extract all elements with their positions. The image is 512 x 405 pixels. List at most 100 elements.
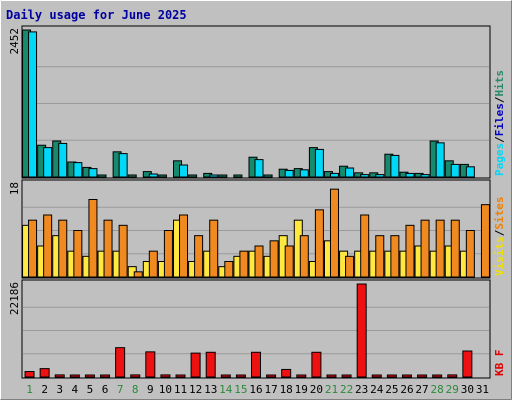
- bar-hits-day-10: [157, 174, 167, 178]
- x-tick-label-day-26: 26: [400, 383, 413, 396]
- x-tick-label-day-1: 1: [26, 383, 33, 396]
- bar-sites-day-2: [43, 214, 53, 278]
- bar-pages-day-27: [420, 174, 430, 178]
- bar-sites-day-31: [480, 204, 490, 278]
- bar-sites-day-11: [179, 214, 189, 278]
- chart-title: Daily usage for June 2025: [6, 8, 187, 22]
- x-tick-label-day-5: 5: [87, 383, 94, 396]
- bar-sites-day-30: [465, 230, 475, 278]
- legend-entry: /: [493, 96, 506, 103]
- legend-entry: Files: [493, 103, 506, 136]
- bar-kb-f-day-16: [251, 351, 261, 378]
- bar-pages-day-16: [254, 159, 264, 178]
- bar-kb-f-day-4: [69, 374, 80, 378]
- x-tick-label-day-2: 2: [41, 383, 48, 396]
- bar-pages-day-24: [375, 174, 385, 178]
- bar-sites-day-8: [133, 271, 143, 278]
- bar-hits-day-12: [188, 174, 198, 178]
- x-tick-label-day-27: 27: [415, 383, 428, 396]
- bar-kb-f-day-3: [54, 374, 65, 378]
- bar-pages-day-4: [73, 162, 83, 178]
- bar-kb-f-day-26: [401, 374, 412, 378]
- bar-sites-day-17: [269, 240, 279, 278]
- legend-entry: /: [493, 136, 506, 143]
- x-tick-label-day-28: 28: [431, 383, 444, 396]
- x-tick-label-day-25: 25: [385, 383, 398, 396]
- bar-sites-day-18: [284, 245, 294, 278]
- bar-kb-f-day-8: [130, 374, 141, 378]
- bar-pages-day-23: [360, 174, 370, 178]
- bar-pages-day-1: [28, 31, 38, 178]
- bar-sites-day-23: [360, 214, 370, 278]
- x-tick-label-day-31: 31: [476, 383, 489, 396]
- bar-kb-f-day-13: [205, 351, 216, 378]
- bar-kb-f-day-27: [417, 374, 428, 378]
- x-tick-label-day-18: 18: [280, 383, 293, 396]
- bar-kb-f-day-5: [84, 374, 95, 378]
- bar-hits-day-15: [233, 174, 243, 178]
- bar-kb-f-day-18: [281, 368, 292, 378]
- panel-0-frame: [21, 25, 491, 179]
- legend-entry: Visits: [493, 236, 506, 276]
- bar-pages-day-9: [148, 173, 158, 178]
- x-tick-label-day-22: 22: [340, 383, 353, 396]
- bar-sites-day-21: [329, 188, 339, 278]
- bar-sites-day-5: [88, 199, 98, 278]
- panel-2-ymax-label: 22186: [8, 282, 21, 315]
- panel-2-legend: KB F: [493, 350, 506, 377]
- legend-entry: Pages: [493, 143, 506, 176]
- bar-pages-day-28: [435, 142, 445, 178]
- x-tick-label-day-14: 14: [219, 383, 233, 396]
- bar-sites-day-19: [299, 235, 309, 278]
- bar-pages-day-3: [58, 142, 68, 178]
- x-tick-label-day-17: 17: [264, 383, 277, 396]
- bar-sites-day-13: [209, 219, 219, 278]
- panel-1-ymax-label: 18: [8, 182, 21, 195]
- bar-kb-f-day-19: [296, 374, 307, 378]
- bar-kb-f-day-11: [175, 374, 186, 378]
- legend-entry: KB F: [493, 350, 506, 377]
- bar-sites-day-22: [345, 255, 355, 278]
- bar-pages-day-25: [390, 154, 400, 178]
- bar-pages-day-11: [179, 164, 189, 178]
- bar-pages-day-29: [450, 163, 460, 178]
- x-tick-label-day-23: 23: [355, 383, 368, 396]
- bar-sites-day-28: [435, 219, 445, 278]
- bar-sites-day-27: [420, 219, 430, 278]
- bar-kb-f-day-1: [24, 371, 35, 378]
- bar-pages-day-21: [329, 172, 339, 178]
- legend-entry: Sites: [493, 197, 506, 230]
- bar-pages-day-22: [345, 167, 355, 178]
- bar-hits-day-8: [127, 174, 137, 178]
- bar-pages-day-26: [405, 172, 415, 178]
- bar-sites-day-29: [450, 219, 460, 278]
- x-tick-label-day-11: 11: [174, 383, 187, 396]
- x-tick-label-day-7: 7: [117, 383, 124, 396]
- bar-pages-day-7: [118, 153, 128, 178]
- bar-sites-day-9: [148, 250, 158, 278]
- bar-sites-day-12: [194, 235, 204, 278]
- x-tick-label-day-10: 10: [159, 383, 172, 396]
- bar-sites-day-20: [314, 209, 324, 278]
- bar-sites-day-26: [405, 224, 415, 278]
- bar-sites-day-25: [390, 235, 400, 278]
- bar-kb-f-day-6: [100, 374, 111, 378]
- bar-hits-day-6: [97, 174, 107, 178]
- bar-kb-f-day-29: [447, 374, 458, 378]
- panel-0-ymax-label: 2452: [8, 28, 21, 55]
- bar-kb-f-day-12: [190, 352, 201, 378]
- bar-sites-day-15: [239, 250, 249, 278]
- bar-kb-f-day-14: [220, 374, 231, 378]
- bar-sites-day-16: [254, 245, 264, 278]
- bar-kb-f-day-22: [341, 374, 352, 378]
- bar-sites-day-7: [118, 224, 128, 278]
- x-tick-label-day-24: 24: [370, 383, 384, 396]
- bar-pages-day-30: [465, 166, 475, 178]
- bar-sites-day-4: [73, 230, 83, 278]
- bar-kb-f-day-10: [160, 374, 171, 378]
- bar-sites-day-14: [224, 261, 234, 278]
- bar-kb-f-day-20: [311, 351, 322, 378]
- bar-kb-f-day-25: [386, 374, 397, 378]
- bar-pages-day-2: [43, 147, 53, 178]
